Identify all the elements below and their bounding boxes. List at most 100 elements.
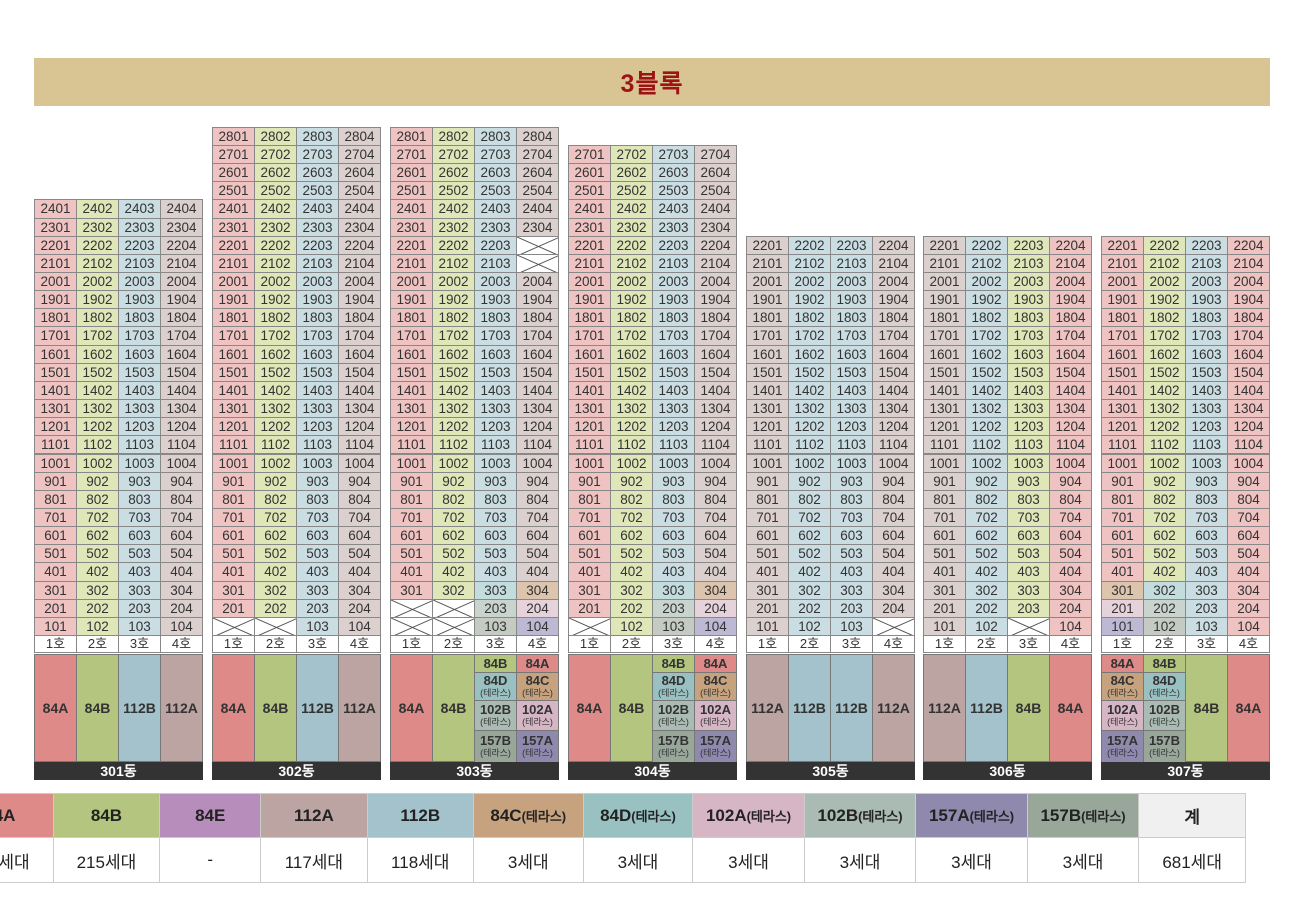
unit-cell[interactable]: 401: [34, 562, 77, 582]
unit-cell[interactable]: 402: [788, 562, 831, 582]
unit-cell[interactable]: 1404: [160, 380, 203, 401]
unit-cell[interactable]: 2002: [76, 272, 119, 292]
unit-cell[interactable]: 1204: [516, 417, 559, 437]
unit-cell[interactable]: 804: [516, 489, 559, 509]
unit-cell[interactable]: 601: [390, 526, 433, 546]
unit-cell[interactable]: 1803: [118, 308, 161, 328]
unit-cell[interactable]: 304: [516, 580, 559, 600]
unit-cell[interactable]: 804: [1049, 489, 1092, 509]
unit-cell[interactable]: 603: [118, 526, 161, 546]
unit-cell[interactable]: 1801: [746, 308, 789, 328]
unit-cell[interactable]: 2604: [516, 163, 559, 183]
unit-cell[interactable]: 1603: [1185, 344, 1228, 364]
unit-cell[interactable]: 2201: [1101, 235, 1144, 255]
unit-cell[interactable]: 904: [1227, 471, 1270, 491]
unit-cell[interactable]: 704: [160, 507, 203, 528]
unit-cell[interactable]: 301: [34, 580, 77, 600]
unit-cell[interactable]: 603: [1185, 526, 1228, 546]
unit-cell[interactable]: 2001: [923, 272, 966, 292]
unit-cell[interactable]: 2103: [652, 253, 695, 273]
unit-cell[interactable]: 1904: [872, 290, 915, 310]
unit-cell[interactable]: 301: [923, 580, 966, 600]
unit-cell[interactable]: 1502: [1143, 362, 1186, 382]
unit-cell[interactable]: 1202: [610, 417, 653, 437]
unit-cell[interactable]: 2303: [474, 217, 517, 237]
unit-cell[interactable]: 2103: [1185, 253, 1228, 273]
unit-cell[interactable]: 1401: [390, 380, 433, 401]
unit-cell[interactable]: 404: [338, 562, 381, 582]
unit-cell[interactable]: 603: [474, 526, 517, 546]
unit-cell[interactable]: 102: [610, 616, 653, 636]
unit-cell[interactable]: 703: [118, 507, 161, 528]
unit-cell[interactable]: 501: [212, 544, 255, 564]
unit-cell[interactable]: 503: [1007, 544, 1050, 564]
unit-cell[interactable]: 1201: [923, 417, 966, 437]
unit-cell[interactable]: 1302: [965, 399, 1008, 419]
unit-cell[interactable]: 1701: [390, 326, 433, 346]
unit-cell[interactable]: 1701: [568, 326, 611, 346]
unit-cell[interactable]: 1603: [652, 344, 695, 364]
unit-cell[interactable]: 1503: [118, 362, 161, 382]
unit-cell[interactable]: 2301: [212, 217, 255, 237]
unit-cell[interactable]: 1703: [1185, 326, 1228, 346]
unit-cell[interactable]: 1203: [1007, 417, 1050, 437]
unit-cell[interactable]: 703: [652, 507, 695, 528]
unit-cell[interactable]: 1304: [694, 399, 737, 419]
unit-cell[interactable]: 604: [694, 526, 737, 546]
unit-cell[interactable]: 2303: [118, 217, 161, 237]
unit-cell[interactable]: 2001: [1101, 272, 1144, 292]
unit-cell[interactable]: 1301: [390, 399, 433, 419]
unit-cell[interactable]: 604: [1049, 526, 1092, 546]
unit-cell[interactable]: 301: [568, 580, 611, 600]
unit-cell[interactable]: 2101: [746, 253, 789, 273]
unit-cell[interactable]: 1303: [1007, 399, 1050, 419]
unit-cell[interactable]: 1902: [254, 290, 297, 310]
unit-cell[interactable]: 2003: [1185, 272, 1228, 292]
unit-cell[interactable]: 204: [872, 598, 915, 618]
unit-cell[interactable]: 402: [76, 562, 119, 582]
unit-cell[interactable]: 1102: [788, 435, 831, 455]
unit-cell[interactable]: 502: [254, 544, 297, 564]
unit-cell[interactable]: 602: [965, 526, 1008, 546]
unit-cell[interactable]: 303: [1185, 580, 1228, 600]
unit-cell[interactable]: 803: [652, 489, 695, 509]
unit-cell[interactable]: 802: [788, 489, 831, 509]
unit-cell[interactable]: 1903: [830, 290, 873, 310]
unit-cell[interactable]: 1804: [338, 308, 381, 328]
unit-cell[interactable]: 1602: [254, 344, 297, 364]
unit-cell[interactable]: 2703: [474, 144, 517, 165]
unit-cell[interactable]: 1401: [746, 380, 789, 401]
unit-cell[interactable]: 901: [390, 471, 433, 491]
unit-cell[interactable]: 2302: [254, 217, 297, 237]
unit-cell[interactable]: 2304: [338, 217, 381, 237]
unit-cell[interactable]: 1304: [1049, 399, 1092, 419]
unit-cell[interactable]: 2201: [390, 235, 433, 255]
unit-cell[interactable]: 1702: [1143, 326, 1186, 346]
unit-cell[interactable]: 1501: [746, 362, 789, 382]
unit-cell[interactable]: 1004: [1049, 453, 1092, 473]
unit-cell[interactable]: 804: [872, 489, 915, 509]
unit-cell[interactable]: 1603: [296, 344, 339, 364]
unit-cell[interactable]: 2202: [788, 235, 831, 255]
unit-cell[interactable]: 2204: [1049, 235, 1092, 255]
unit-cell[interactable]: 1604: [1049, 344, 1092, 364]
unit-cell[interactable]: 2203: [830, 235, 873, 255]
unit-cell[interactable]: 2003: [296, 272, 339, 292]
unit-cell[interactable]: 2104: [338, 253, 381, 273]
unit-cell[interactable]: 903: [296, 471, 339, 491]
unit-cell[interactable]: 1104: [694, 435, 737, 455]
unit-cell[interactable]: 2001: [568, 272, 611, 292]
unit-cell[interactable]: 2301: [34, 217, 77, 237]
unit-cell[interactable]: 2202: [76, 235, 119, 255]
unit-cell[interactable]: 1902: [1143, 290, 1186, 310]
unit-cell[interactable]: 504: [338, 544, 381, 564]
unit-cell[interactable]: 303: [296, 580, 339, 600]
unit-cell[interactable]: 2204: [694, 235, 737, 255]
unit-cell[interactable]: 2104: [694, 253, 737, 273]
unit-cell[interactable]: 402: [254, 562, 297, 582]
unit-cell[interactable]: 803: [1185, 489, 1228, 509]
unit-cell[interactable]: 1002: [788, 453, 831, 473]
unit-cell[interactable]: 1901: [1101, 290, 1144, 310]
unit-cell[interactable]: 2104: [160, 253, 203, 273]
unit-cell[interactable]: 1902: [432, 290, 475, 310]
